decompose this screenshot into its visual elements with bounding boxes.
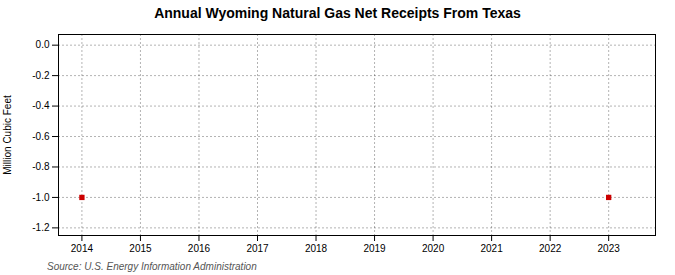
svg-text:2014: 2014 bbox=[71, 243, 94, 254]
svg-text:-0.2: -0.2 bbox=[32, 70, 50, 81]
svg-text:2021: 2021 bbox=[480, 243, 503, 254]
svg-text:-1.0: -1.0 bbox=[32, 192, 50, 203]
svg-text:2015: 2015 bbox=[129, 243, 152, 254]
svg-text:2023: 2023 bbox=[598, 243, 621, 254]
svg-text:2020: 2020 bbox=[422, 243, 445, 254]
svg-text:2022: 2022 bbox=[539, 243, 562, 254]
svg-text:-0.6: -0.6 bbox=[32, 131, 50, 142]
html-text:Annual Wyoming Natural Gas Net: Annual Wyoming Natural Gas Net Receipts … bbox=[154, 5, 521, 21]
svg-text:0.0: 0.0 bbox=[36, 39, 50, 50]
svg-text:2016: 2016 bbox=[188, 243, 211, 254]
svg-text:2017: 2017 bbox=[246, 243, 269, 254]
svg-text:-0.8: -0.8 bbox=[32, 161, 50, 172]
svg-text:2018: 2018 bbox=[305, 243, 328, 254]
svg-text:-0.4: -0.4 bbox=[32, 100, 50, 111]
svg-text:2019: 2019 bbox=[363, 243, 386, 254]
html-text:Source: U.S. Energy Informatio: Source: U.S. Energy Information Administ… bbox=[47, 261, 257, 272]
svg-text:Million Cubic Feet: Million Cubic Feet bbox=[2, 95, 13, 175]
svg-text:-1.2: -1.2 bbox=[32, 222, 50, 233]
